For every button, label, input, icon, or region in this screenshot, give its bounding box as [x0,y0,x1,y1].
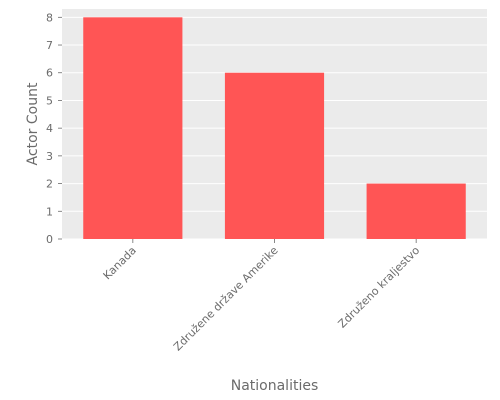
y-axis-ticks: 0 1 2 3 4 5 6 7 8 [46,11,62,246]
y-tick-label: 4 [46,122,53,135]
y-tick-label: 2 [46,178,53,191]
y-tick-label: 7 [46,39,53,52]
y-tick-label: 1 [46,205,53,218]
y-tick-label: 3 [46,150,53,163]
x-tick-label: Združeno kraljestvo [336,244,423,331]
x-tick-label: Združene države Amerike [171,244,281,354]
y-tick-label: 0 [46,233,53,246]
y-axis-title: Actor Count [25,82,41,165]
x-tick-label: Kanada [101,244,139,282]
x-axis-ticks: Kanada Združene države Amerike Združeno kr… [101,239,423,354]
x-axis-title: Nationalities [231,378,319,394]
y-tick-label: 6 [46,67,53,80]
y-tick-label: 8 [46,11,53,24]
bar-1 [224,72,325,239]
y-tick-label: 5 [46,94,53,107]
bars [83,17,466,240]
bar-2 [366,183,466,239]
bar-0 [83,17,183,240]
